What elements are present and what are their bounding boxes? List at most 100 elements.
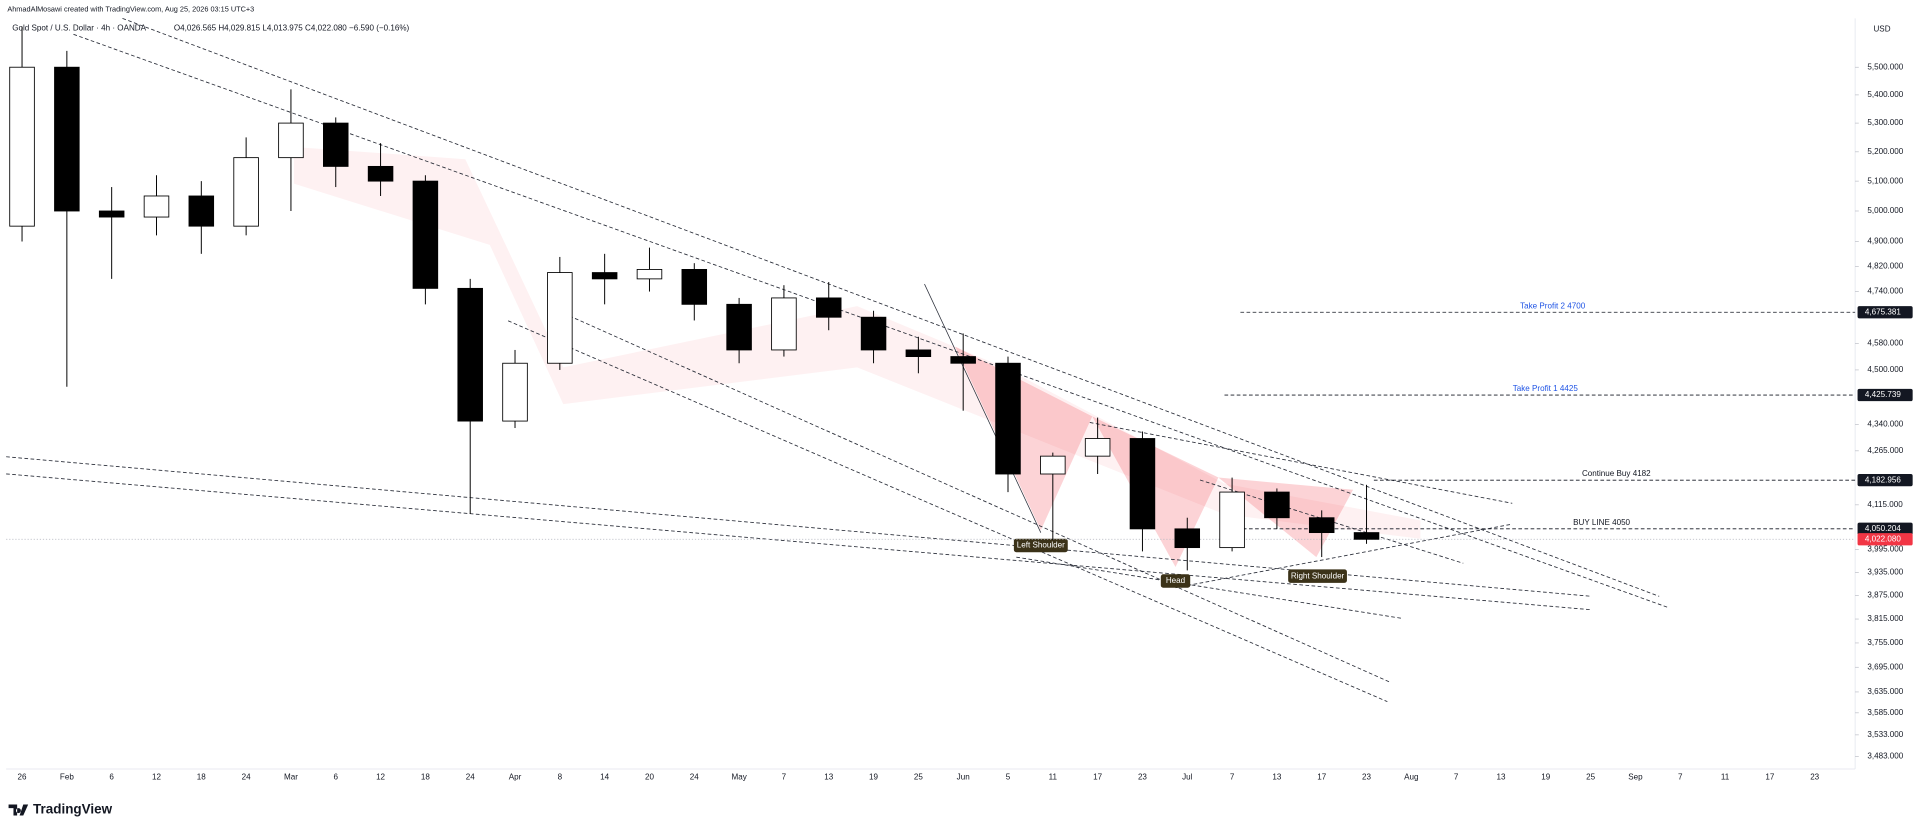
candle-body	[323, 122, 349, 167]
pattern-labels: Left Shoulder Head Right Shoulder	[1013, 538, 1347, 588]
pattern-label: Right Shoulder	[1291, 571, 1345, 580]
candle-body	[98, 210, 125, 218]
candle-body	[367, 165, 394, 182]
candle-body	[591, 272, 618, 280]
y-tick-label: 5,000.000	[1867, 206, 1903, 215]
x-tick-label: 23	[1362, 773, 1371, 782]
x-tick-label: Feb	[60, 773, 74, 782]
y-tick-label: 4,265.000	[1867, 446, 1903, 455]
credit: AhmadAlMosawi created with TradingView.c…	[7, 5, 254, 14]
trendline	[122, 17, 1660, 597]
x-tick-label: 14	[600, 773, 609, 782]
x-tick-label: 13	[824, 773, 833, 782]
level-text: Continue Buy 4182	[1582, 469, 1651, 478]
candle-body	[1353, 532, 1380, 540]
trendline	[924, 283, 1042, 533]
candle-body	[636, 269, 663, 280]
x-tick-label: Jun	[957, 773, 970, 782]
candle-body	[995, 362, 1021, 475]
trendline	[6, 456, 1592, 597]
x-tick-label: 7	[1454, 773, 1459, 782]
x-tick-label: 8	[558, 773, 563, 782]
x-tick-label: 19	[869, 773, 878, 782]
x-tick-label: 6	[334, 773, 339, 782]
candle-body	[457, 287, 483, 422]
x-tick-label: 13	[1272, 773, 1281, 782]
x-tick-label: 7	[782, 773, 787, 782]
candle-body	[9, 66, 35, 227]
price-badge	[1857, 306, 1913, 319]
x-tick-label: 6	[109, 773, 114, 782]
y-tick-label: 3,935.000	[1867, 567, 1903, 576]
y-tick-label: 3,995.000	[1867, 545, 1903, 554]
candle-body	[1219, 491, 1245, 549]
y-tick-label: 3,635.000	[1867, 687, 1903, 696]
x-tick-label: 12	[152, 773, 161, 782]
x-tick-label: 23	[1810, 773, 1819, 782]
trendline	[1089, 422, 1513, 504]
candle-body	[1308, 517, 1335, 534]
y-tick-label: 5,300.000	[1867, 118, 1903, 127]
candle-body	[1084, 438, 1111, 457]
trendline	[1175, 523, 1513, 589]
candle-body	[502, 362, 528, 422]
y-tick-label: 4,580.000	[1867, 338, 1903, 347]
candle-body	[815, 297, 842, 318]
price-badge-label: 4,675.381	[1865, 307, 1901, 316]
y-tick-label: 3,533.000	[1867, 730, 1903, 739]
candle-body	[950, 356, 976, 364]
x-tick-label: Aug	[1404, 773, 1418, 782]
y-tick-label: 4,900.000	[1867, 237, 1903, 246]
x-tick-label: 23	[1138, 773, 1147, 782]
x-tick-label: 17	[1093, 773, 1102, 782]
y-tick-label: 3,815.000	[1867, 614, 1903, 623]
x-tick-label: Mar	[284, 773, 298, 782]
pattern-triangle	[955, 346, 1093, 531]
x-tick-label: 12	[376, 773, 385, 782]
x-tick-label: 7	[1230, 773, 1235, 782]
candle-body	[1174, 528, 1201, 549]
price-badge-label: 4,022.080	[1865, 534, 1901, 543]
candle-body	[1129, 438, 1156, 530]
candle-body	[860, 316, 887, 351]
x-tick-label: 11	[1721, 773, 1730, 782]
x-tick-label: 25	[914, 773, 923, 782]
price-badge	[1857, 388, 1913, 402]
level-text: Take Profit 1 4425	[1513, 384, 1579, 393]
x-tick-label: Apr	[509, 773, 522, 782]
candle-body	[1264, 491, 1290, 519]
price-badge	[1857, 522, 1913, 535]
candle-body	[54, 66, 80, 212]
x-tick-label: 26	[18, 773, 27, 782]
candle-body	[143, 195, 170, 218]
x-tick-label: May	[731, 773, 747, 782]
x-tick-label: 18	[197, 773, 206, 782]
candle-body	[1040, 455, 1066, 475]
y-tick-label: 4,740.000	[1867, 287, 1903, 296]
y-tick-label: 4,500.000	[1867, 365, 1903, 374]
x-tick-label: 24	[466, 773, 475, 782]
label-box	[1013, 538, 1068, 553]
y-tick-label: 3,695.000	[1867, 662, 1903, 671]
x-tick-label: 7	[1678, 773, 1683, 782]
y-tick-label: 5,500.000	[1867, 62, 1903, 71]
label-box	[1160, 574, 1191, 588]
y-tick-label: 3,755.000	[1867, 638, 1903, 647]
price-badge-label: 4,050.204	[1865, 524, 1901, 533]
y-tick-label: 5,200.000	[1867, 147, 1903, 156]
candle-body	[681, 269, 708, 305]
candle-body	[905, 349, 932, 358]
x-tick-label: Sep	[1628, 773, 1643, 782]
logo-text: TradingView	[33, 802, 113, 817]
x-tick-label: 20	[645, 773, 654, 782]
x-tick-label: 18	[421, 773, 430, 782]
label-box	[1288, 569, 1347, 583]
y-tick-label: 4,115.000	[1867, 500, 1903, 509]
x-tick-label: 13	[1496, 773, 1505, 782]
candle-body	[188, 195, 215, 227]
logo-icon	[8, 804, 29, 816]
y-tick-label: 3,875.000	[1867, 591, 1903, 600]
x-tick-label: 25	[1586, 773, 1595, 782]
